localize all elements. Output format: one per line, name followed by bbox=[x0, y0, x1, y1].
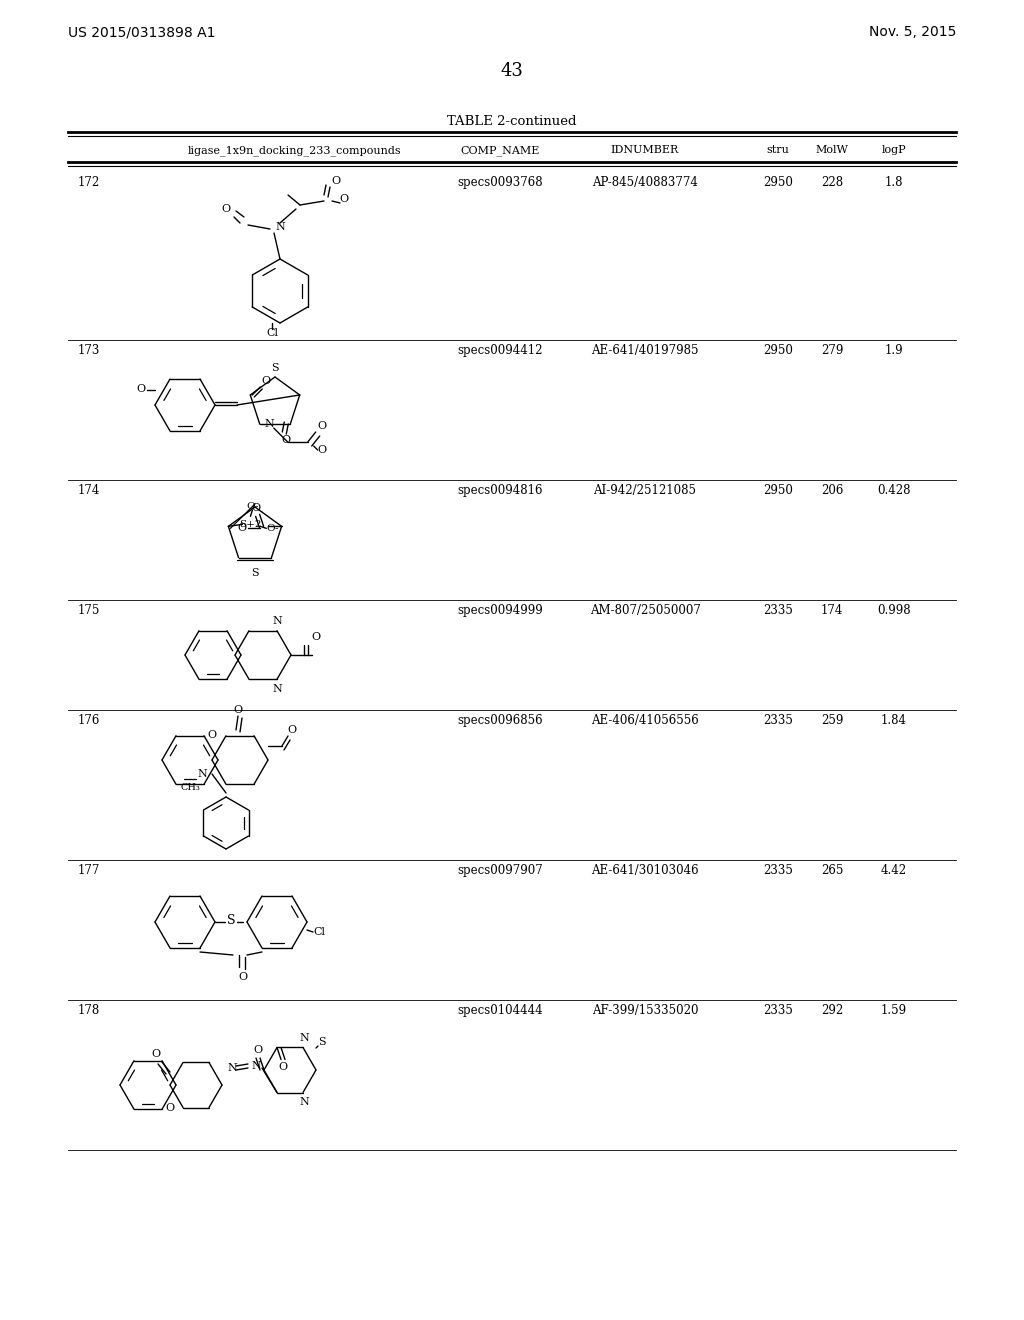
Text: S: S bbox=[271, 363, 279, 374]
Text: N: N bbox=[299, 1034, 309, 1043]
Text: logP: logP bbox=[882, 145, 906, 154]
Text: AE-406/41056556: AE-406/41056556 bbox=[591, 714, 698, 727]
Text: N: N bbox=[299, 1097, 309, 1107]
Text: AE-641/30103046: AE-641/30103046 bbox=[591, 865, 698, 876]
Text: N: N bbox=[265, 418, 274, 429]
Text: O: O bbox=[233, 705, 243, 715]
Text: O: O bbox=[262, 376, 270, 385]
Text: specs0094999: specs0094999 bbox=[457, 605, 543, 616]
Text: O: O bbox=[152, 1049, 161, 1059]
Text: S: S bbox=[251, 568, 259, 578]
Text: O: O bbox=[238, 523, 246, 533]
Text: 2950: 2950 bbox=[763, 484, 793, 498]
Text: N: N bbox=[227, 1063, 237, 1073]
Text: N: N bbox=[275, 222, 285, 232]
Text: 174: 174 bbox=[821, 605, 843, 616]
Text: O: O bbox=[208, 730, 216, 741]
Text: O: O bbox=[339, 194, 348, 205]
Text: US 2015/0313898 A1: US 2015/0313898 A1 bbox=[68, 25, 215, 40]
Text: O: O bbox=[317, 421, 327, 432]
Text: 175: 175 bbox=[78, 605, 100, 616]
Text: 2950: 2950 bbox=[763, 176, 793, 189]
Text: 1.8: 1.8 bbox=[885, 176, 903, 189]
Text: O-: O- bbox=[266, 524, 279, 533]
Text: IDNUMBER: IDNUMBER bbox=[611, 145, 679, 154]
Text: 4.42: 4.42 bbox=[881, 865, 907, 876]
Text: AE-641/40197985: AE-641/40197985 bbox=[591, 345, 698, 356]
Text: S: S bbox=[226, 913, 236, 927]
Text: COMP_NAME: COMP_NAME bbox=[461, 145, 540, 156]
Text: Cl: Cl bbox=[266, 327, 278, 338]
Text: CH₃: CH₃ bbox=[180, 784, 200, 792]
Text: ligase_1x9n_docking_233_compounds: ligase_1x9n_docking_233_compounds bbox=[188, 145, 401, 156]
Text: N: N bbox=[251, 1061, 261, 1071]
Text: 176: 176 bbox=[78, 714, 100, 727]
Text: 206: 206 bbox=[821, 484, 843, 498]
Text: S: S bbox=[318, 1038, 326, 1047]
Text: 1.84: 1.84 bbox=[881, 714, 907, 727]
Text: specs0094412: specs0094412 bbox=[458, 345, 543, 356]
Text: 173: 173 bbox=[78, 345, 100, 356]
Text: TABLE 2-continued: TABLE 2-continued bbox=[447, 115, 577, 128]
Text: 292: 292 bbox=[821, 1005, 843, 1016]
Text: 1.9: 1.9 bbox=[885, 345, 903, 356]
Text: O: O bbox=[239, 972, 248, 982]
Text: S+2: S+2 bbox=[240, 520, 261, 529]
Text: 172: 172 bbox=[78, 176, 100, 189]
Text: Cl: Cl bbox=[313, 927, 325, 937]
Text: O: O bbox=[332, 176, 341, 186]
Text: 2335: 2335 bbox=[763, 714, 793, 727]
Text: 228: 228 bbox=[821, 176, 843, 189]
Text: AM-807/25050007: AM-807/25050007 bbox=[590, 605, 700, 616]
Text: 174: 174 bbox=[78, 484, 100, 498]
Text: 43: 43 bbox=[501, 62, 523, 81]
Text: AF-399/15335020: AF-399/15335020 bbox=[592, 1005, 698, 1016]
Text: O: O bbox=[136, 384, 145, 393]
Text: AI-942/25121085: AI-942/25121085 bbox=[594, 484, 696, 498]
Text: 265: 265 bbox=[821, 865, 843, 876]
Text: 2335: 2335 bbox=[763, 1005, 793, 1016]
Text: 2335: 2335 bbox=[763, 865, 793, 876]
Text: specs0093768: specs0093768 bbox=[457, 176, 543, 189]
Text: O: O bbox=[282, 436, 291, 445]
Text: 279: 279 bbox=[821, 345, 843, 356]
Text: N: N bbox=[272, 684, 282, 694]
Text: O: O bbox=[253, 1045, 262, 1055]
Text: specs0104444: specs0104444 bbox=[457, 1005, 543, 1016]
Text: specs0096856: specs0096856 bbox=[457, 714, 543, 727]
Text: 2950: 2950 bbox=[763, 345, 793, 356]
Text: O: O bbox=[279, 1063, 288, 1072]
Text: 1.59: 1.59 bbox=[881, 1005, 907, 1016]
Text: O-: O- bbox=[246, 502, 259, 511]
Text: N: N bbox=[198, 770, 207, 779]
Text: O: O bbox=[221, 205, 230, 214]
Text: Nov. 5, 2015: Nov. 5, 2015 bbox=[868, 25, 956, 40]
Text: 259: 259 bbox=[821, 714, 843, 727]
Text: O: O bbox=[317, 445, 327, 455]
Text: specs0097907: specs0097907 bbox=[457, 865, 543, 876]
Text: O: O bbox=[166, 1104, 174, 1113]
Text: 177: 177 bbox=[78, 865, 100, 876]
Text: specs0094816: specs0094816 bbox=[458, 484, 543, 498]
Text: 2335: 2335 bbox=[763, 605, 793, 616]
Text: O: O bbox=[251, 503, 260, 513]
Text: 0.428: 0.428 bbox=[878, 484, 910, 498]
Text: 0.998: 0.998 bbox=[878, 605, 910, 616]
Text: O: O bbox=[288, 725, 297, 735]
Text: MolW: MolW bbox=[815, 145, 849, 154]
Text: 178: 178 bbox=[78, 1005, 100, 1016]
Text: N: N bbox=[272, 616, 282, 626]
Text: stru: stru bbox=[767, 145, 790, 154]
Text: O: O bbox=[311, 632, 321, 642]
Text: AP-845/40883774: AP-845/40883774 bbox=[592, 176, 698, 189]
